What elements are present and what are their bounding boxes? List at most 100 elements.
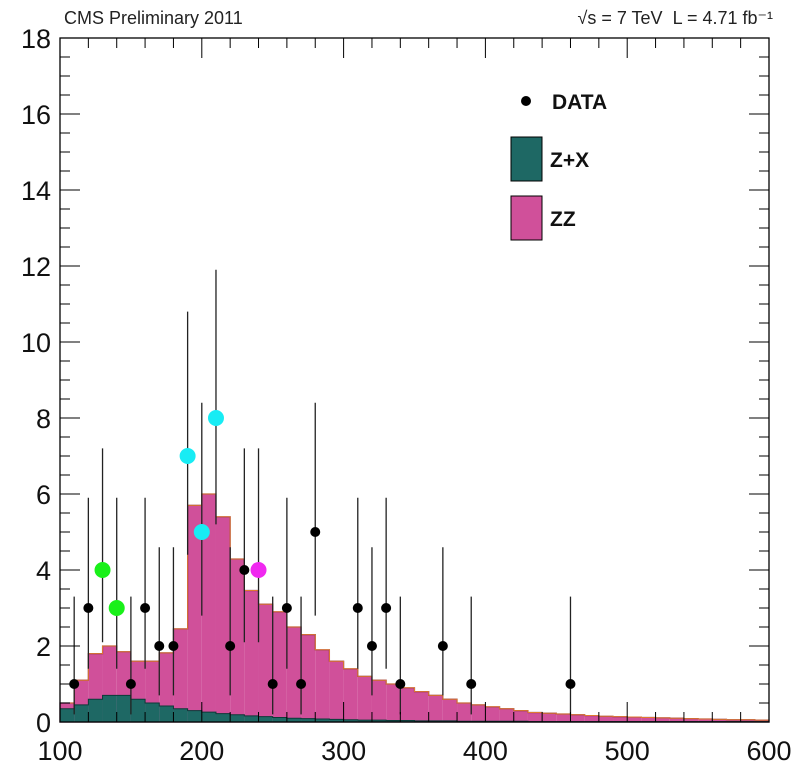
zx-histogram [59,694,770,723]
x-tick-label: 200 [179,736,224,766]
data-point [225,547,236,696]
data-marker [296,679,307,689]
axis-ticks [59,37,770,723]
zz-bin [428,695,443,722]
x-tick-label: 100 [37,736,82,766]
data-marker [69,679,80,689]
zz-bin [400,687,415,722]
experiment-label: CMS Preliminary 2011 [64,8,243,28]
zx-bin [357,720,372,722]
zx-bin [159,706,174,722]
y-tick-label: 16 [21,100,51,130]
zz-bin [712,719,727,722]
data-marker [239,565,250,575]
data-point [207,269,224,525]
data-point [281,497,292,669]
data-marker [83,603,94,613]
legend-swatch [510,136,543,182]
energy-label: √s = 7 TeV [577,8,663,28]
zz-bin [641,717,656,722]
y-tick-label: 0 [36,708,51,738]
axis-tick-labels: 100 200 300 400 500 600 0 2 4 6 8 10 12 14 16 18 [21,24,792,766]
x-tick-label: 600 [746,736,791,766]
data-point [125,596,136,715]
data-marker [225,641,236,651]
y-tick-label: 14 [21,176,51,206]
zx-bin [201,712,216,722]
zx-bin [286,718,302,722]
plot-frame [59,37,770,723]
zz-histogram [59,493,770,723]
legend-label: ZZ [550,208,576,231]
zz-bin [386,684,401,722]
data-point [381,497,392,669]
data-marker [310,527,321,537]
legend-swatch [510,195,543,241]
data-point [296,596,307,715]
y-tick-label: 10 [21,328,51,358]
data-marker [140,603,151,613]
legend-item: ZZ [510,195,576,241]
zx-bin [145,703,160,722]
zx-bin [187,710,202,722]
highlight-marker [179,448,196,464]
y-tick-label: 6 [36,480,51,510]
data-point [466,596,477,715]
zx-bin [130,699,146,722]
x-tick-label: 400 [463,736,508,766]
data-point [352,497,363,669]
data-marker [466,679,477,689]
zz-bin [627,717,642,722]
zz-bin [598,716,614,722]
data-point [179,311,196,555]
zx-bin [116,695,131,722]
energy-lumi-label: √s = 7 TeV L = 4.71 fb⁻¹ [577,8,773,29]
zz-bin [485,706,500,722]
data-point [154,547,165,696]
zx-bin [60,708,75,722]
zz-bin [584,715,599,722]
zz-bin [655,717,670,722]
zz-bin [215,516,231,722]
highlight-marker [193,524,210,540]
zz-bin [230,558,245,722]
data-marker [267,679,278,689]
zx-bin [329,719,344,722]
zz-bin [329,661,344,722]
highlight-marker [207,410,224,426]
zz-bin [542,713,557,722]
data-point [140,497,151,669]
zz-bin [442,699,458,722]
data-marker [125,679,136,689]
zz-bin [683,718,699,722]
data-marker [154,641,165,651]
zz-bin [726,719,741,722]
zz-bin [698,718,713,722]
frame [59,37,770,723]
data-marker [437,641,448,651]
legend-marker [521,96,531,106]
data-points [69,269,576,715]
data-marker [565,679,576,689]
zx-bin [244,715,259,722]
zx-bin [343,719,358,722]
y-tick-label: 4 [36,556,51,586]
zx-bin [215,713,231,722]
zz-bin [173,628,188,722]
zz-bin [371,680,387,722]
zz-bin [201,494,216,722]
zx-bin [258,716,273,722]
data-point [250,448,267,643]
zx-bin [386,720,401,722]
highlight-marker [108,600,125,616]
zx-bin [400,720,415,722]
zz-bin [301,634,316,722]
zx-bin [74,704,89,722]
data-point [437,547,448,696]
x-tick-label: 500 [605,736,650,766]
data-point [366,547,377,696]
zz-bin [244,590,259,722]
zz-bin [754,720,769,722]
zz-bin [613,716,628,722]
data-marker [352,603,363,613]
